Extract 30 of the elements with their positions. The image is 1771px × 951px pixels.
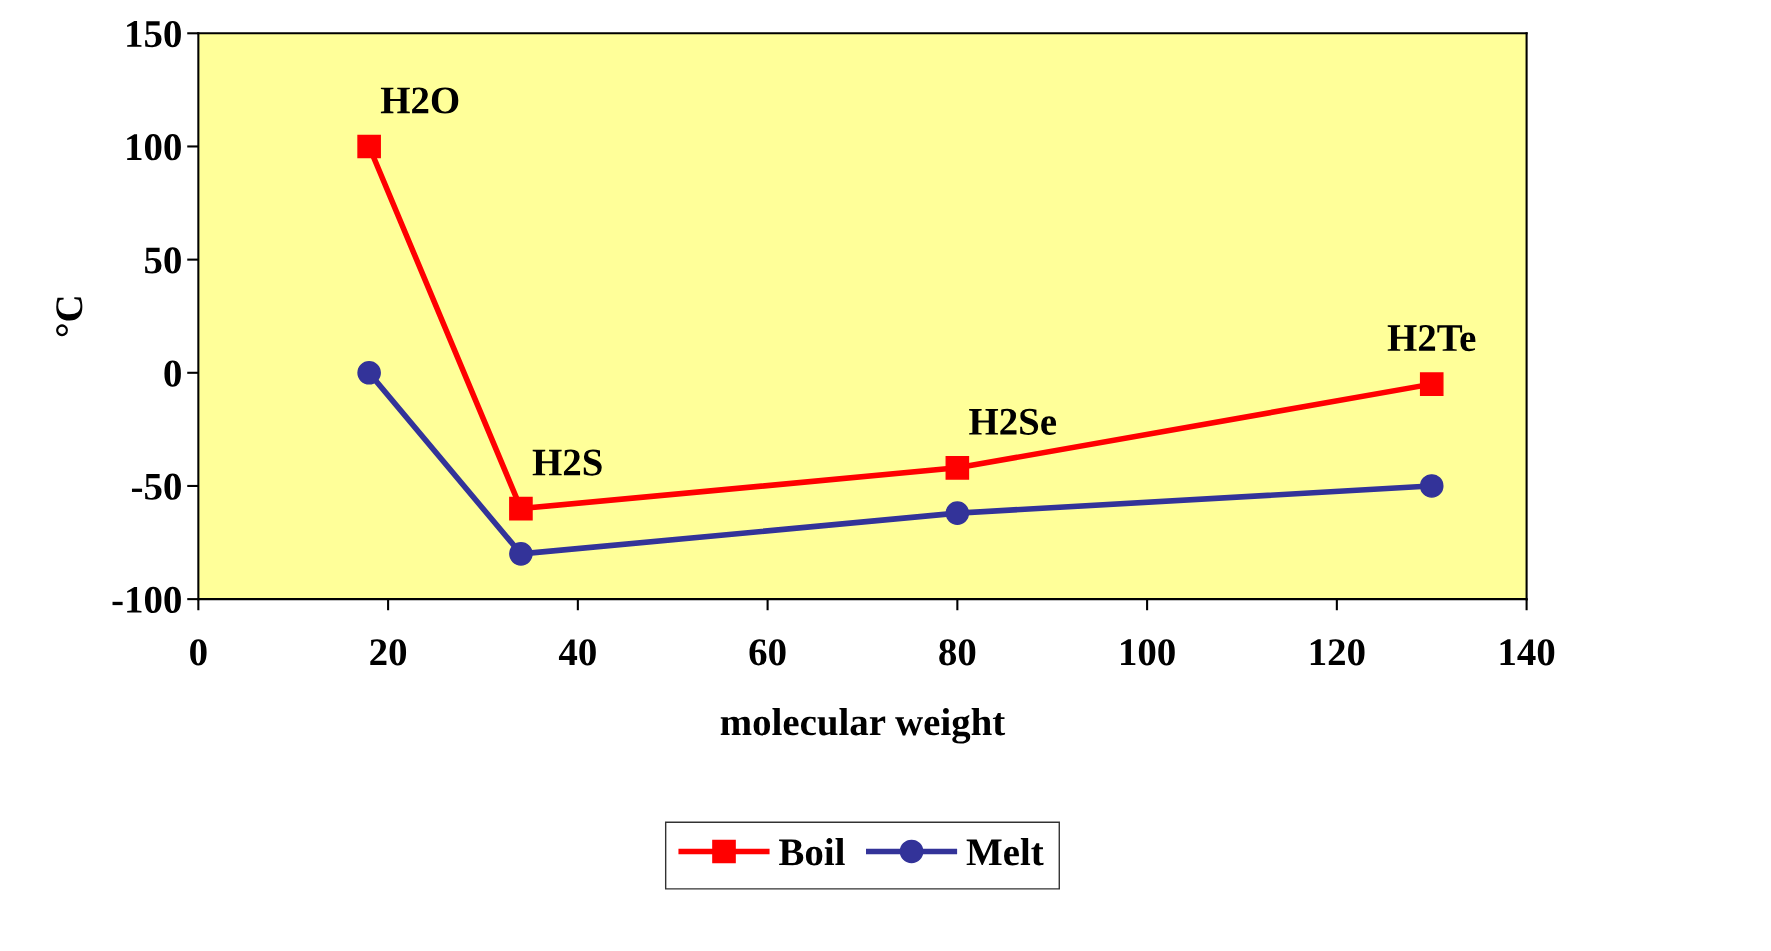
point bbox=[357, 134, 381, 159]
x-tick-label: 140 bbox=[1500, 639, 1555, 666]
x-tick-label: 80 bbox=[939, 639, 976, 666]
y-tick-label: 0 bbox=[164, 360, 181, 387]
y-tick-label: 100 bbox=[127, 134, 181, 161]
annotation: H2O bbox=[380, 87, 459, 114]
point bbox=[509, 542, 533, 566]
x-tick-label: 0 bbox=[190, 639, 207, 666]
x-tick-label: 60 bbox=[749, 639, 786, 666]
y-axis-title: °C bbox=[56, 297, 83, 337]
point bbox=[1419, 474, 1444, 498]
y-tick-label: -50 bbox=[131, 473, 181, 500]
y-tick-label: -100 bbox=[112, 586, 181, 614]
y-tick-label: 50 bbox=[145, 247, 181, 274]
point bbox=[509, 496, 533, 521]
annotation: H2Te bbox=[1387, 325, 1476, 352]
point bbox=[945, 501, 970, 525]
x-axis-title: molecular weight bbox=[720, 708, 1006, 744]
legend-label: Melt bbox=[966, 838, 1044, 866]
legend-label: Boil bbox=[779, 838, 845, 866]
y-tick-label: 150 bbox=[127, 20, 181, 48]
x-tick-label: 40 bbox=[558, 639, 596, 666]
point bbox=[357, 360, 381, 385]
point bbox=[945, 456, 970, 480]
annotation: H2Se bbox=[969, 408, 1057, 435]
x-tick-label: 120 bbox=[1310, 639, 1365, 666]
x-tick-label: 20 bbox=[370, 639, 407, 666]
annotation: H2S bbox=[532, 449, 602, 476]
point bbox=[1419, 372, 1444, 396]
x-tick-label: 100 bbox=[1121, 639, 1175, 666]
